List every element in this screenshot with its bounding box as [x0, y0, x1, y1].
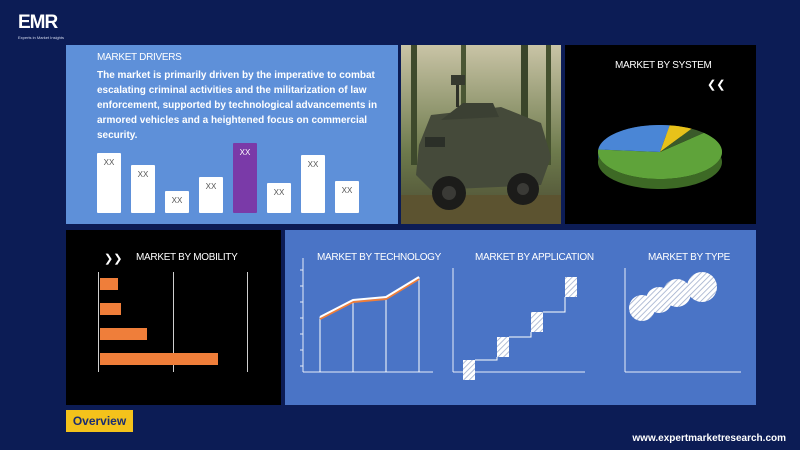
technology-title: MARKET BY TECHNOLOGY [317, 252, 442, 263]
website-url[interactable]: www.expertmarketresearch.com [632, 433, 786, 444]
drivers-bar: XX [301, 155, 325, 213]
technology-line-shadow [319, 278, 420, 320]
application-step [463, 360, 475, 380]
market-by-mobility-panel: ❯❯ MARKET BY MOBILITY [66, 230, 281, 405]
application-connector [509, 332, 532, 338]
market-drivers-panel: MARKET DRIVERS The market is primarily d… [66, 45, 398, 224]
overview-button[interactable]: Overview [66, 410, 133, 432]
drivers-bar-label: XX [137, 170, 149, 179]
logo-tagline: Experts in Market Insights [18, 35, 65, 40]
type-title: MARKET BY TYPE [648, 252, 730, 263]
mobility-title: MARKET BY MOBILITY [136, 252, 238, 263]
market-by-system-panel: MARKET BY SYSTEM ❮❮ [565, 45, 756, 224]
application-title: MARKET BY APPLICATION [475, 252, 594, 263]
type-bubble [663, 279, 691, 307]
chevron-swoosh-icon: ❯❯ [104, 253, 123, 265]
drivers-bar-label: XX [103, 158, 115, 167]
drivers-bar-label: XX [239, 148, 251, 157]
drivers-bar: XX [335, 181, 359, 213]
system-pie-chart [598, 125, 722, 189]
mobility-axis [98, 272, 99, 372]
pie-slice [660, 128, 704, 152]
drivers-text: The market is primarily driven by the im… [97, 70, 378, 141]
pie-slice [598, 125, 670, 152]
drivers-bar-label: XX [171, 196, 183, 205]
segment-charts [300, 258, 741, 380]
application-step [497, 337, 509, 357]
system-title: MARKET BY SYSTEM [615, 60, 712, 71]
drivers-bar: XX [97, 153, 121, 213]
market-segments-panel: MARKET BY TECHNOLOGY MARKET BY APPLICATI… [285, 230, 756, 405]
drivers-bar-label: XX [307, 160, 319, 169]
drivers-bar: XX [233, 143, 257, 213]
logo-text: EMR [18, 12, 58, 33]
pie-slice [660, 125, 692, 152]
type-bubble [687, 272, 717, 302]
armored-vehicle-image [401, 45, 561, 224]
armored-vehicle-photo [401, 45, 561, 224]
application-step [531, 312, 543, 332]
mobility-bar [100, 278, 118, 290]
mobility-gridline [173, 272, 174, 372]
drivers-bar: XX [199, 177, 223, 213]
drivers-bar-label: XX [205, 182, 217, 191]
drivers-title: MARKET DRIVERS [97, 52, 182, 63]
mobility-gridline [247, 272, 248, 372]
emr-logo: EMR Experts in Market Insights [18, 12, 66, 42]
drivers-bar: XX [165, 191, 189, 213]
drivers-bar: XX [267, 183, 291, 213]
application-connector [543, 297, 566, 313]
application-step [565, 277, 577, 297]
application-connector [475, 357, 498, 361]
mobility-bar [100, 303, 121, 315]
drivers-bar-label: XX [273, 188, 285, 197]
mobility-bar [100, 353, 218, 365]
drivers-bar-label: XX [341, 186, 353, 195]
drivers-bar: XX [131, 165, 155, 213]
pie-slice [598, 132, 722, 179]
chevron-swoosh-icon: ❮❮ [707, 79, 726, 91]
mobility-bar [100, 328, 147, 340]
technology-line [319, 276, 420, 318]
